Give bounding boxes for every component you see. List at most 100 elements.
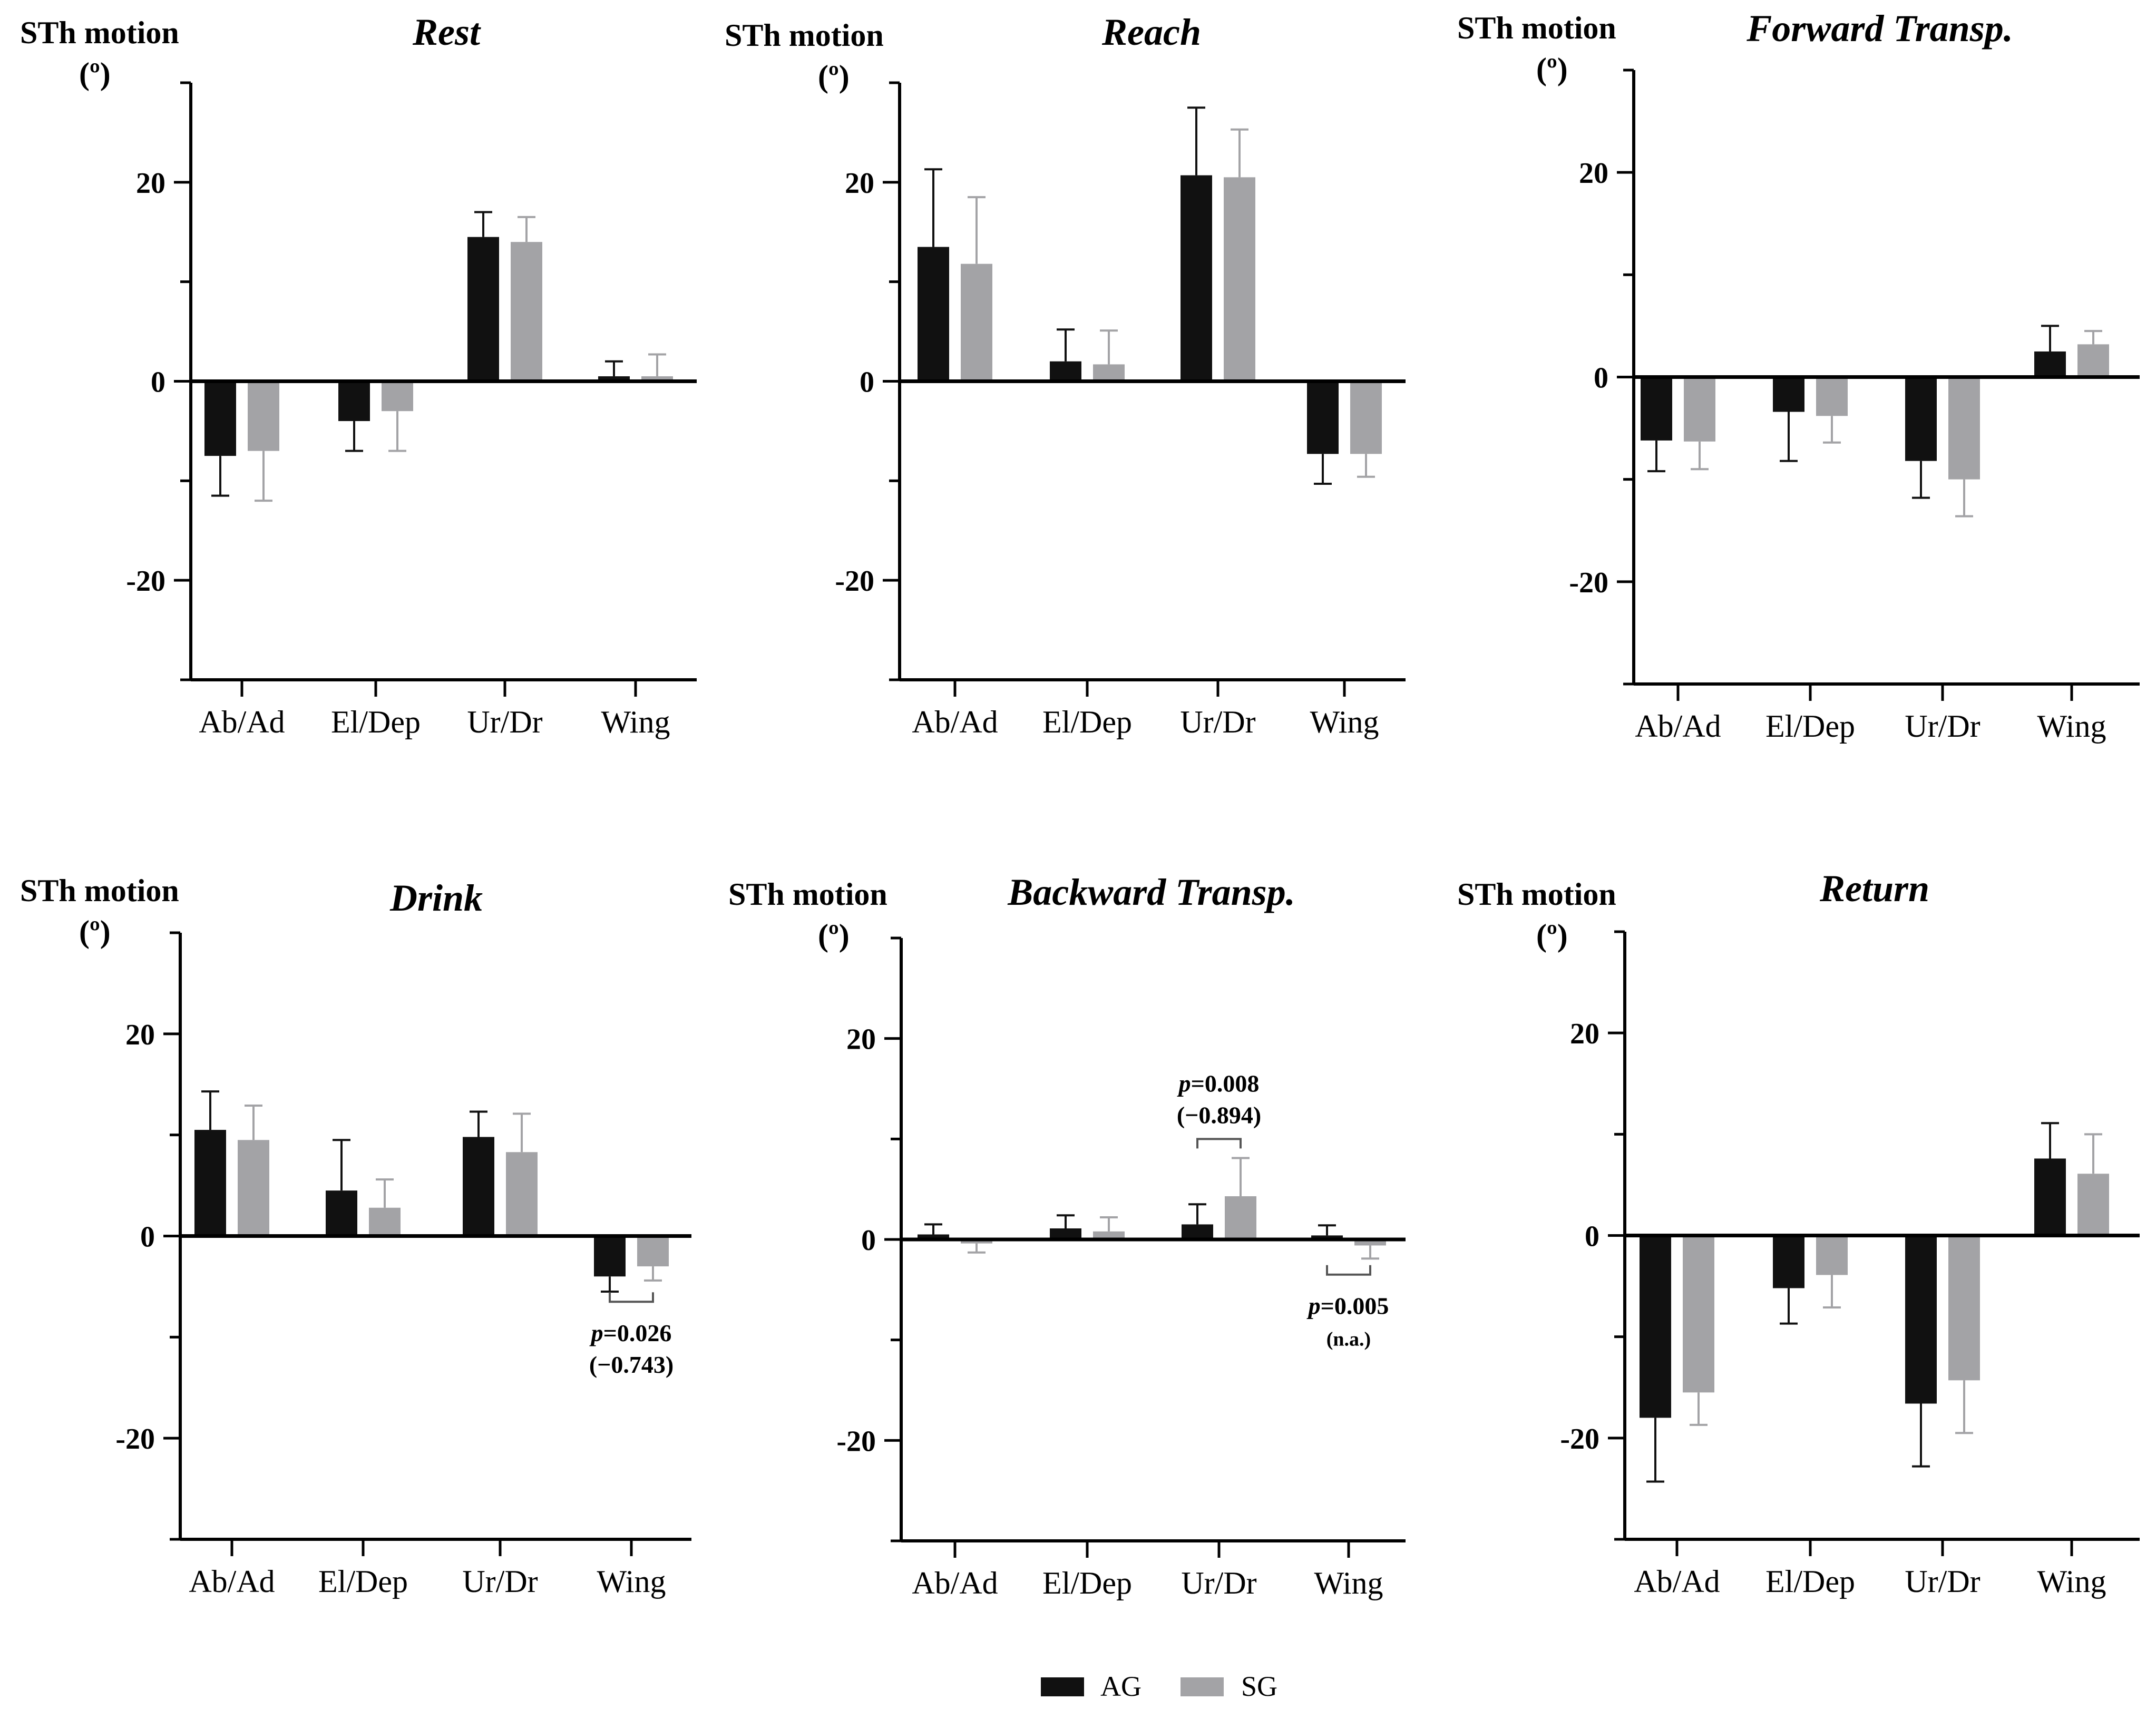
bar-sg-ur-dr — [506, 1152, 538, 1236]
bar-ag-el-dep — [326, 1190, 357, 1236]
bar-sg-wing — [641, 376, 673, 382]
bar-ag-wing — [594, 1236, 626, 1277]
legend-sg-label: SG — [1241, 1671, 1277, 1702]
x-tick-label: El/Dep — [1765, 709, 1855, 744]
panel-2: STh motion (º) Reach -20 0 20 Ab/Ad El/Dep Ur/Dr… — [725, 11, 1406, 739]
y-tick-label: 0 — [860, 366, 874, 399]
legend: AG SG — [1041, 1671, 1277, 1702]
y-tick-label: -20 — [1560, 1423, 1599, 1456]
x-tick-label: El/Dep — [1042, 705, 1132, 739]
legend-ag-label: AG — [1100, 1671, 1142, 1702]
bar-sg-el-dep — [1816, 377, 1848, 416]
bar-ag-ab-ad — [918, 247, 949, 382]
chart-title: Forward Transp. — [1746, 7, 2013, 50]
x-tick-label: Ur/Dr — [462, 1564, 538, 1599]
y-tick-label: 20 — [1570, 1018, 1599, 1050]
bar-sg-ab-ad — [1683, 1235, 1714, 1393]
effect-size-label: (n.a.) — [1326, 1329, 1371, 1351]
bar-ag-wing — [2034, 1158, 2066, 1236]
x-tick-label: Ur/Dr — [1181, 1566, 1256, 1600]
panel-1: STh motion (º) Rest -20 0 20 Ab/Ad El/Dep Ur/Dr W… — [20, 11, 697, 739]
chart-title: Reach — [1101, 11, 1201, 53]
x-tick-label: Ab/Ad — [189, 1564, 275, 1599]
x-tick-label: Wing — [597, 1564, 666, 1599]
bar-ag-ur-dr — [1182, 1224, 1213, 1239]
bar-sg-wing — [1350, 381, 1382, 454]
y-tick-label: -20 — [115, 1423, 155, 1456]
bar-ag-ab-ad — [1640, 1235, 1671, 1418]
bar-ag-ur-dr — [1181, 175, 1212, 382]
y-axis-unit: (º) — [1536, 918, 1568, 953]
legend-sg-swatch — [1181, 1677, 1224, 1696]
bar-ag-ur-dr — [1905, 1235, 1937, 1404]
bar-ag-wing — [1311, 1235, 1343, 1239]
bar-sg-ur-dr — [1948, 1235, 1980, 1381]
y-tick-label: -20 — [126, 565, 165, 598]
bar-ag-ab-ad — [204, 381, 236, 456]
x-tick-label: Ab/Ad — [1634, 1564, 1720, 1599]
y-tick-label: 20 — [125, 1019, 155, 1051]
bar-ag-el-dep — [1050, 361, 1081, 382]
bar-ag-ab-ad — [194, 1130, 226, 1236]
bar-ag-wing — [2034, 351, 2066, 377]
bar-sg-ur-dr — [1225, 1196, 1256, 1239]
panel-6: STh motion (º) Return -20 0 20 Ab/Ad El/Dep Ur/D… — [1457, 867, 2140, 1599]
y-tick-label: 0 — [140, 1221, 155, 1254]
bar-sg-ab-ad — [961, 263, 992, 382]
bar-ag-el-dep — [1773, 1235, 1804, 1288]
bar-sg-el-dep — [1816, 1235, 1848, 1275]
x-tick-label: El/Dep — [1042, 1566, 1132, 1600]
panel-5: STh motion (º) Backward Transp. -20 0 20 Ab/Ad… — [728, 871, 1406, 1600]
x-tick-label: Wing — [1314, 1566, 1383, 1600]
y-axis-unit: (º) — [818, 59, 850, 94]
p-value-label: p=0.008 — [1177, 1070, 1260, 1097]
bar-sg-el-dep — [369, 1207, 401, 1236]
x-tick-label: Wing — [1310, 705, 1379, 739]
bar-sg-ab-ad — [1684, 377, 1715, 442]
effect-size-label: (−0.894) — [1177, 1101, 1261, 1128]
panel-3: STh motion (º) Forward Transp. -20 0 20 Ab/Ad E… — [1457, 7, 2140, 744]
y-axis-label: STh motion — [728, 877, 887, 912]
y-tick-label: 20 — [846, 1023, 876, 1056]
bar-ag-ab-ad — [1641, 377, 1672, 441]
y-tick-label: 20 — [845, 167, 874, 200]
bar-sg-wing — [2077, 344, 2109, 377]
y-tick-label: -20 — [835, 565, 874, 598]
bar-sg-wing — [2077, 1174, 2109, 1236]
significance-bracket — [1196, 1138, 1242, 1149]
y-tick-label: 0 — [1585, 1220, 1599, 1253]
x-tick-label: Wing — [601, 705, 670, 739]
bar-ag-ur-dr — [467, 237, 499, 382]
bar-sg-ab-ad — [248, 381, 279, 451]
panel-4: STh motion (º) Drink -20 0 20 Ab/Ad El/Dep Ur/Dr… — [20, 873, 691, 1599]
x-tick-label: Ab/Ad — [1635, 709, 1721, 744]
x-tick-label: El/Dep — [318, 1564, 408, 1599]
y-tick-label: 0 — [151, 366, 165, 399]
bar-sg-el-dep — [1093, 364, 1125, 382]
y-tick-label: 0 — [861, 1224, 876, 1257]
y-axis-unit: (º) — [818, 918, 850, 953]
bar-ag-ab-ad — [918, 1234, 949, 1239]
bar-ag-el-dep — [1773, 377, 1804, 412]
significance-bracket — [609, 1292, 654, 1303]
x-tick-label: Ab/Ad — [912, 705, 998, 739]
bar-ag-wing — [1307, 381, 1339, 454]
x-tick-label: El/Dep — [1765, 1564, 1855, 1599]
p-value-label: p=0.026 — [589, 1320, 672, 1346]
chart-title: Return — [1819, 867, 1929, 910]
legend-ag-swatch — [1041, 1677, 1084, 1696]
x-tick-label: El/Dep — [331, 705, 421, 739]
bar-sg-el-dep — [1093, 1231, 1125, 1239]
x-tick-label: Ur/Dr — [1905, 1564, 1980, 1599]
p-value-label: p=0.005 — [1306, 1293, 1389, 1320]
x-tick-label: Wing — [2037, 1564, 2106, 1599]
x-tick-label: Wing — [2037, 709, 2106, 744]
y-tick-label: -20 — [1569, 567, 1608, 599]
bar-sg-ur-dr — [1224, 177, 1255, 382]
bar-sg-el-dep — [382, 381, 413, 412]
bar-sg-wing — [637, 1236, 669, 1267]
bar-ag-ur-dr — [1905, 377, 1937, 461]
chart-title: Backward Transp. — [1007, 871, 1295, 913]
x-tick-label: Ab/Ad — [912, 1566, 998, 1600]
